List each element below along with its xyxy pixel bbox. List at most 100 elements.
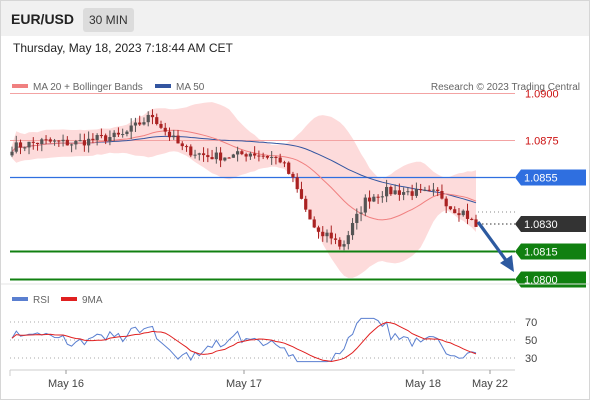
bollinger-band-area xyxy=(12,102,476,278)
copyright: Research © 2023 Trading Central xyxy=(431,82,580,93)
rsi-legend: RSI 9MA xyxy=(12,295,103,306)
candle-body-95 xyxy=(414,189,419,196)
bollinger-bands xyxy=(12,102,476,278)
candle-body-60 xyxy=(265,155,270,158)
rsi-tick-30: 30 xyxy=(525,353,537,365)
candle-body-71 xyxy=(312,219,316,228)
x-tick-may22: May 22 xyxy=(472,378,508,390)
last-price-label: 1.0830 xyxy=(524,219,558,231)
candle-body-104 xyxy=(453,209,457,214)
legend-ma50: MA 50 xyxy=(176,82,205,93)
candle-body-89 xyxy=(389,186,393,195)
candle-body-16 xyxy=(78,140,82,142)
candle-body-75 xyxy=(329,232,333,239)
candle-body-22 xyxy=(104,135,108,142)
candle-body-20 xyxy=(95,135,99,141)
candle-body-43 xyxy=(193,154,197,156)
timestamp: Thursday, May 18, 2023 7:18:44 AM CET xyxy=(13,41,233,55)
candle-body-9 xyxy=(48,139,52,142)
candle-body-64 xyxy=(282,162,287,164)
candle-body-74 xyxy=(325,232,329,237)
rsi-grid: 70 50 30 xyxy=(10,317,537,365)
x-axis: May 16 May 17 May 18 May 22 xyxy=(9,369,515,390)
candle-body-62 xyxy=(274,157,278,159)
rsi-ma-path xyxy=(11,321,477,363)
candle-body-88 xyxy=(385,186,389,197)
candle-body-32 xyxy=(146,114,150,123)
candle-body-3 xyxy=(23,147,27,149)
candle-body-57 xyxy=(253,153,257,156)
candle-body-59 xyxy=(261,155,265,157)
candle-body-14 xyxy=(69,144,74,146)
candle-body-76 xyxy=(333,238,338,240)
candle-body-11 xyxy=(57,140,61,142)
candle-body-106 xyxy=(461,210,465,216)
candle-body-42 xyxy=(189,146,193,156)
candle-body-105 xyxy=(457,213,461,216)
candle-body-35 xyxy=(159,123,163,128)
candle-body-77 xyxy=(338,239,342,247)
candle-body-68 xyxy=(299,189,304,199)
candle-body-70 xyxy=(308,209,312,220)
candles xyxy=(10,109,478,251)
candle-body-73 xyxy=(321,231,325,237)
candle-body-24 xyxy=(112,132,116,138)
candle-body-82 xyxy=(359,212,363,214)
candle-body-36 xyxy=(163,127,167,132)
candle-body-93 xyxy=(406,191,410,193)
candle-body-85 xyxy=(372,196,376,202)
last-price: 1.0830 xyxy=(478,211,586,232)
candle-body-41 xyxy=(184,146,189,148)
rsi-tick-50: 50 xyxy=(525,335,537,347)
projection-arrow-shaft xyxy=(476,221,510,264)
candle-body-99 xyxy=(431,189,436,191)
candle-body-29 xyxy=(133,122,138,126)
legend-swatch-ma50 xyxy=(155,84,171,88)
candle-body-8 xyxy=(44,139,48,141)
candle-body-101 xyxy=(440,190,444,199)
candle-body-31 xyxy=(142,122,146,125)
candle-body-52 xyxy=(231,154,235,158)
candle-body-49 xyxy=(218,152,223,161)
candle-body-96 xyxy=(419,189,423,191)
candle-body-67 xyxy=(295,177,299,190)
legend-swatch-rsi xyxy=(12,297,28,301)
candle-body-10 xyxy=(52,140,57,142)
legend-swatch-9ma xyxy=(61,297,77,301)
candle-body-45 xyxy=(201,153,206,156)
interval-button[interactable]: 30 MIN xyxy=(83,8,134,32)
candle-body-72 xyxy=(316,227,321,232)
candle-body-30 xyxy=(138,122,142,125)
candle-body-28 xyxy=(129,125,133,132)
candle-body-6 xyxy=(35,142,40,144)
candle-body-79 xyxy=(346,235,350,245)
candle-body-27 xyxy=(125,131,129,135)
candle-body-12 xyxy=(61,139,65,142)
main-legend: MA 20 + Bollinger Bands MA 50 Research ©… xyxy=(12,82,580,93)
candle-body-94 xyxy=(410,191,414,196)
candle-body-1 xyxy=(14,142,18,152)
candle-body-53 xyxy=(236,151,240,155)
candle-body-38 xyxy=(172,135,176,138)
projection-arrow-head xyxy=(500,255,514,272)
candle-body-39 xyxy=(176,135,180,144)
x-tick-may17: May 17 xyxy=(226,378,262,390)
candle-body-102 xyxy=(444,198,448,207)
candle-body-15 xyxy=(74,140,78,145)
rsi-tick-70: 70 xyxy=(525,317,537,329)
candle-body-81 xyxy=(355,213,359,224)
candle-body-69 xyxy=(304,198,308,210)
level-tag-1.0855 xyxy=(515,169,586,186)
legend-9ma: 9MA xyxy=(82,295,103,306)
candle-body-18 xyxy=(87,138,91,146)
candle-body-92 xyxy=(402,192,406,195)
candle-body-84 xyxy=(367,197,372,202)
legend-ma20: MA 20 + Bollinger Bands xyxy=(33,82,143,93)
candle-body-17 xyxy=(82,140,86,146)
level-label-1.0855: 1.0855 xyxy=(524,173,558,185)
candle-body-47 xyxy=(210,157,214,160)
candle-body-90 xyxy=(393,190,397,195)
candle-body-61 xyxy=(270,157,274,159)
symbol-title: EUR/USD xyxy=(11,11,75,27)
